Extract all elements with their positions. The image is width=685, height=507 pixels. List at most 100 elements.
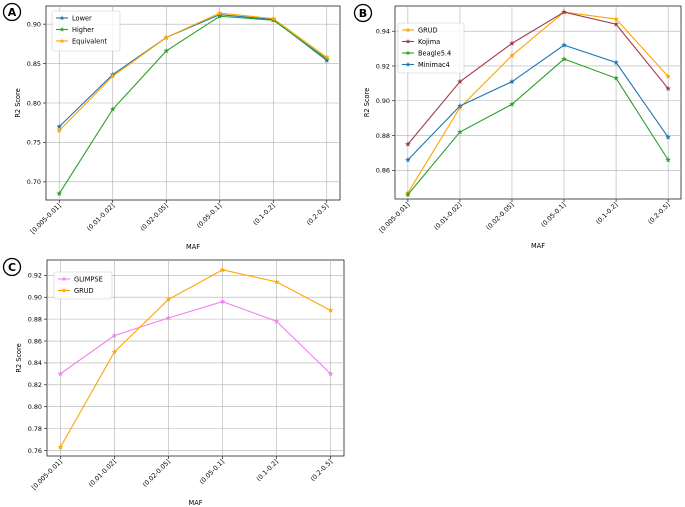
y-tick-label: 0.90 bbox=[376, 97, 390, 105]
legend-label: GLIMPSE bbox=[74, 275, 103, 283]
series-line-grud bbox=[59, 269, 331, 448]
legend-marker bbox=[59, 38, 65, 44]
data-point bbox=[509, 101, 515, 107]
data-point bbox=[613, 21, 619, 27]
x-tick-label: (0.02-0.05] bbox=[141, 458, 172, 489]
panel-badge-label: C bbox=[8, 261, 16, 274]
legend bbox=[397, 22, 465, 74]
panel-a: 0.70 0.75 0.80 0.85 0.90 [0.005-0.01] (0.01-0.… bbox=[2, 2, 341, 251]
data-point bbox=[665, 73, 672, 79]
data-point bbox=[561, 56, 567, 62]
data-point bbox=[613, 59, 619, 65]
data-point bbox=[509, 78, 515, 85]
panel-badge-label: A bbox=[8, 6, 17, 19]
legend-label: Lower bbox=[72, 14, 92, 22]
y-tick-label: 0.80 bbox=[27, 99, 41, 107]
legend-marker bbox=[405, 50, 411, 56]
x-tick-label: (0.05-0.1] bbox=[198, 458, 226, 486]
x-tick-label: (0.1-0.2] bbox=[594, 201, 619, 226]
x-axis-label: MAF bbox=[189, 499, 203, 507]
panel-b: 0.86 0.88 0.90 0.92 0.94 [0.005-0.01] (0.01-0.… bbox=[353, 3, 682, 250]
data-point bbox=[109, 106, 116, 112]
y-tick-label: 0.88 bbox=[28, 315, 42, 323]
data-point bbox=[111, 348, 118, 355]
legend-marker bbox=[405, 61, 411, 67]
y-tick-label: 0.86 bbox=[28, 337, 42, 345]
y-axis-label: R2 Score bbox=[15, 343, 23, 372]
y-tick-label: 0.76 bbox=[28, 447, 42, 455]
x-tick-label: (0.1-0.2] bbox=[255, 458, 280, 483]
data-point bbox=[665, 85, 672, 92]
legend-marker bbox=[61, 276, 67, 282]
data-point bbox=[404, 156, 411, 163]
y-tick-label: 0.92 bbox=[376, 62, 390, 70]
y-tick-label: 0.78 bbox=[28, 425, 42, 433]
data-point bbox=[561, 42, 567, 48]
series-line-kojima bbox=[407, 11, 669, 145]
panel-badge bbox=[2, 257, 22, 277]
y-axis-label: R2 Score bbox=[363, 88, 371, 117]
x-axis-label: MAF bbox=[186, 243, 200, 251]
series-line-beagle5-4 bbox=[407, 58, 669, 196]
data-point bbox=[109, 73, 116, 79]
data-point bbox=[457, 78, 463, 85]
x-axis-label: MAF bbox=[531, 242, 545, 250]
series-line-equivalent bbox=[58, 12, 328, 131]
data-point bbox=[56, 190, 63, 197]
data-point bbox=[273, 278, 280, 285]
series-line-higher bbox=[58, 15, 328, 194]
data-point bbox=[561, 9, 567, 15]
legend-label: Beagle5.4 bbox=[418, 49, 451, 57]
x-tick-label: [0.005-0.01] bbox=[30, 458, 64, 492]
data-point bbox=[323, 57, 330, 63]
data-point bbox=[163, 34, 170, 40]
y-tick-label: 0.88 bbox=[376, 132, 390, 140]
data-point bbox=[665, 134, 672, 140]
data-point bbox=[665, 156, 672, 163]
data-point bbox=[57, 370, 64, 377]
panel-badge bbox=[353, 3, 373, 23]
series-line-minimac4 bbox=[407, 44, 669, 161]
x-tick-label: (0.02-0.05] bbox=[484, 201, 515, 232]
x-tick-label: (0.05-0.1] bbox=[195, 202, 223, 230]
legend-marker bbox=[405, 38, 411, 44]
panel-c: 0.76 0.78 0.80 0.82 0.84 0.86 0.88 0.90 0.92 [0.0… bbox=[2, 257, 345, 507]
x-tick-label: [0.005-0.01] bbox=[29, 202, 63, 236]
panel-badge-label: B bbox=[359, 7, 367, 20]
x-tick-label: (0.01-0.02] bbox=[432, 201, 463, 232]
data-point bbox=[613, 75, 619, 81]
legend-label: Minimac4 bbox=[418, 61, 450, 69]
data-point bbox=[273, 318, 280, 324]
x-tick-label: (0.2-0.5] bbox=[309, 458, 334, 483]
series-line-grud bbox=[407, 11, 669, 194]
legend-label: Equivalent bbox=[72, 37, 107, 45]
legend-marker bbox=[61, 287, 67, 293]
data-point bbox=[111, 332, 118, 339]
data-point bbox=[613, 16, 619, 22]
y-tick-label: 0.86 bbox=[376, 167, 390, 175]
data-point bbox=[404, 191, 411, 198]
y-tick-label: 0.80 bbox=[28, 403, 42, 411]
data-point bbox=[457, 104, 463, 111]
data-point bbox=[457, 129, 463, 135]
panel-badge bbox=[2, 2, 22, 22]
legend-marker bbox=[59, 15, 65, 21]
y-tick-label: 0.82 bbox=[28, 381, 42, 389]
data-point bbox=[219, 266, 226, 273]
x-tick-label: (0.2-0.5] bbox=[305, 202, 330, 227]
data-point bbox=[165, 314, 172, 321]
data-point bbox=[509, 52, 515, 59]
legend-marker bbox=[405, 27, 411, 33]
x-tick-label: (0.2-0.5] bbox=[646, 201, 671, 226]
legend-marker bbox=[59, 26, 65, 32]
x-tick-label: (0.01-0.02] bbox=[85, 202, 116, 233]
data-point bbox=[327, 307, 334, 313]
data-point bbox=[327, 370, 334, 377]
data-point bbox=[323, 55, 330, 62]
y-axis-label: R2 Score bbox=[14, 88, 22, 117]
legend-label: GRUD bbox=[74, 287, 94, 295]
legend-label: Higher bbox=[72, 26, 94, 34]
data-point bbox=[219, 298, 226, 305]
y-tick-label: 0.85 bbox=[27, 60, 41, 68]
